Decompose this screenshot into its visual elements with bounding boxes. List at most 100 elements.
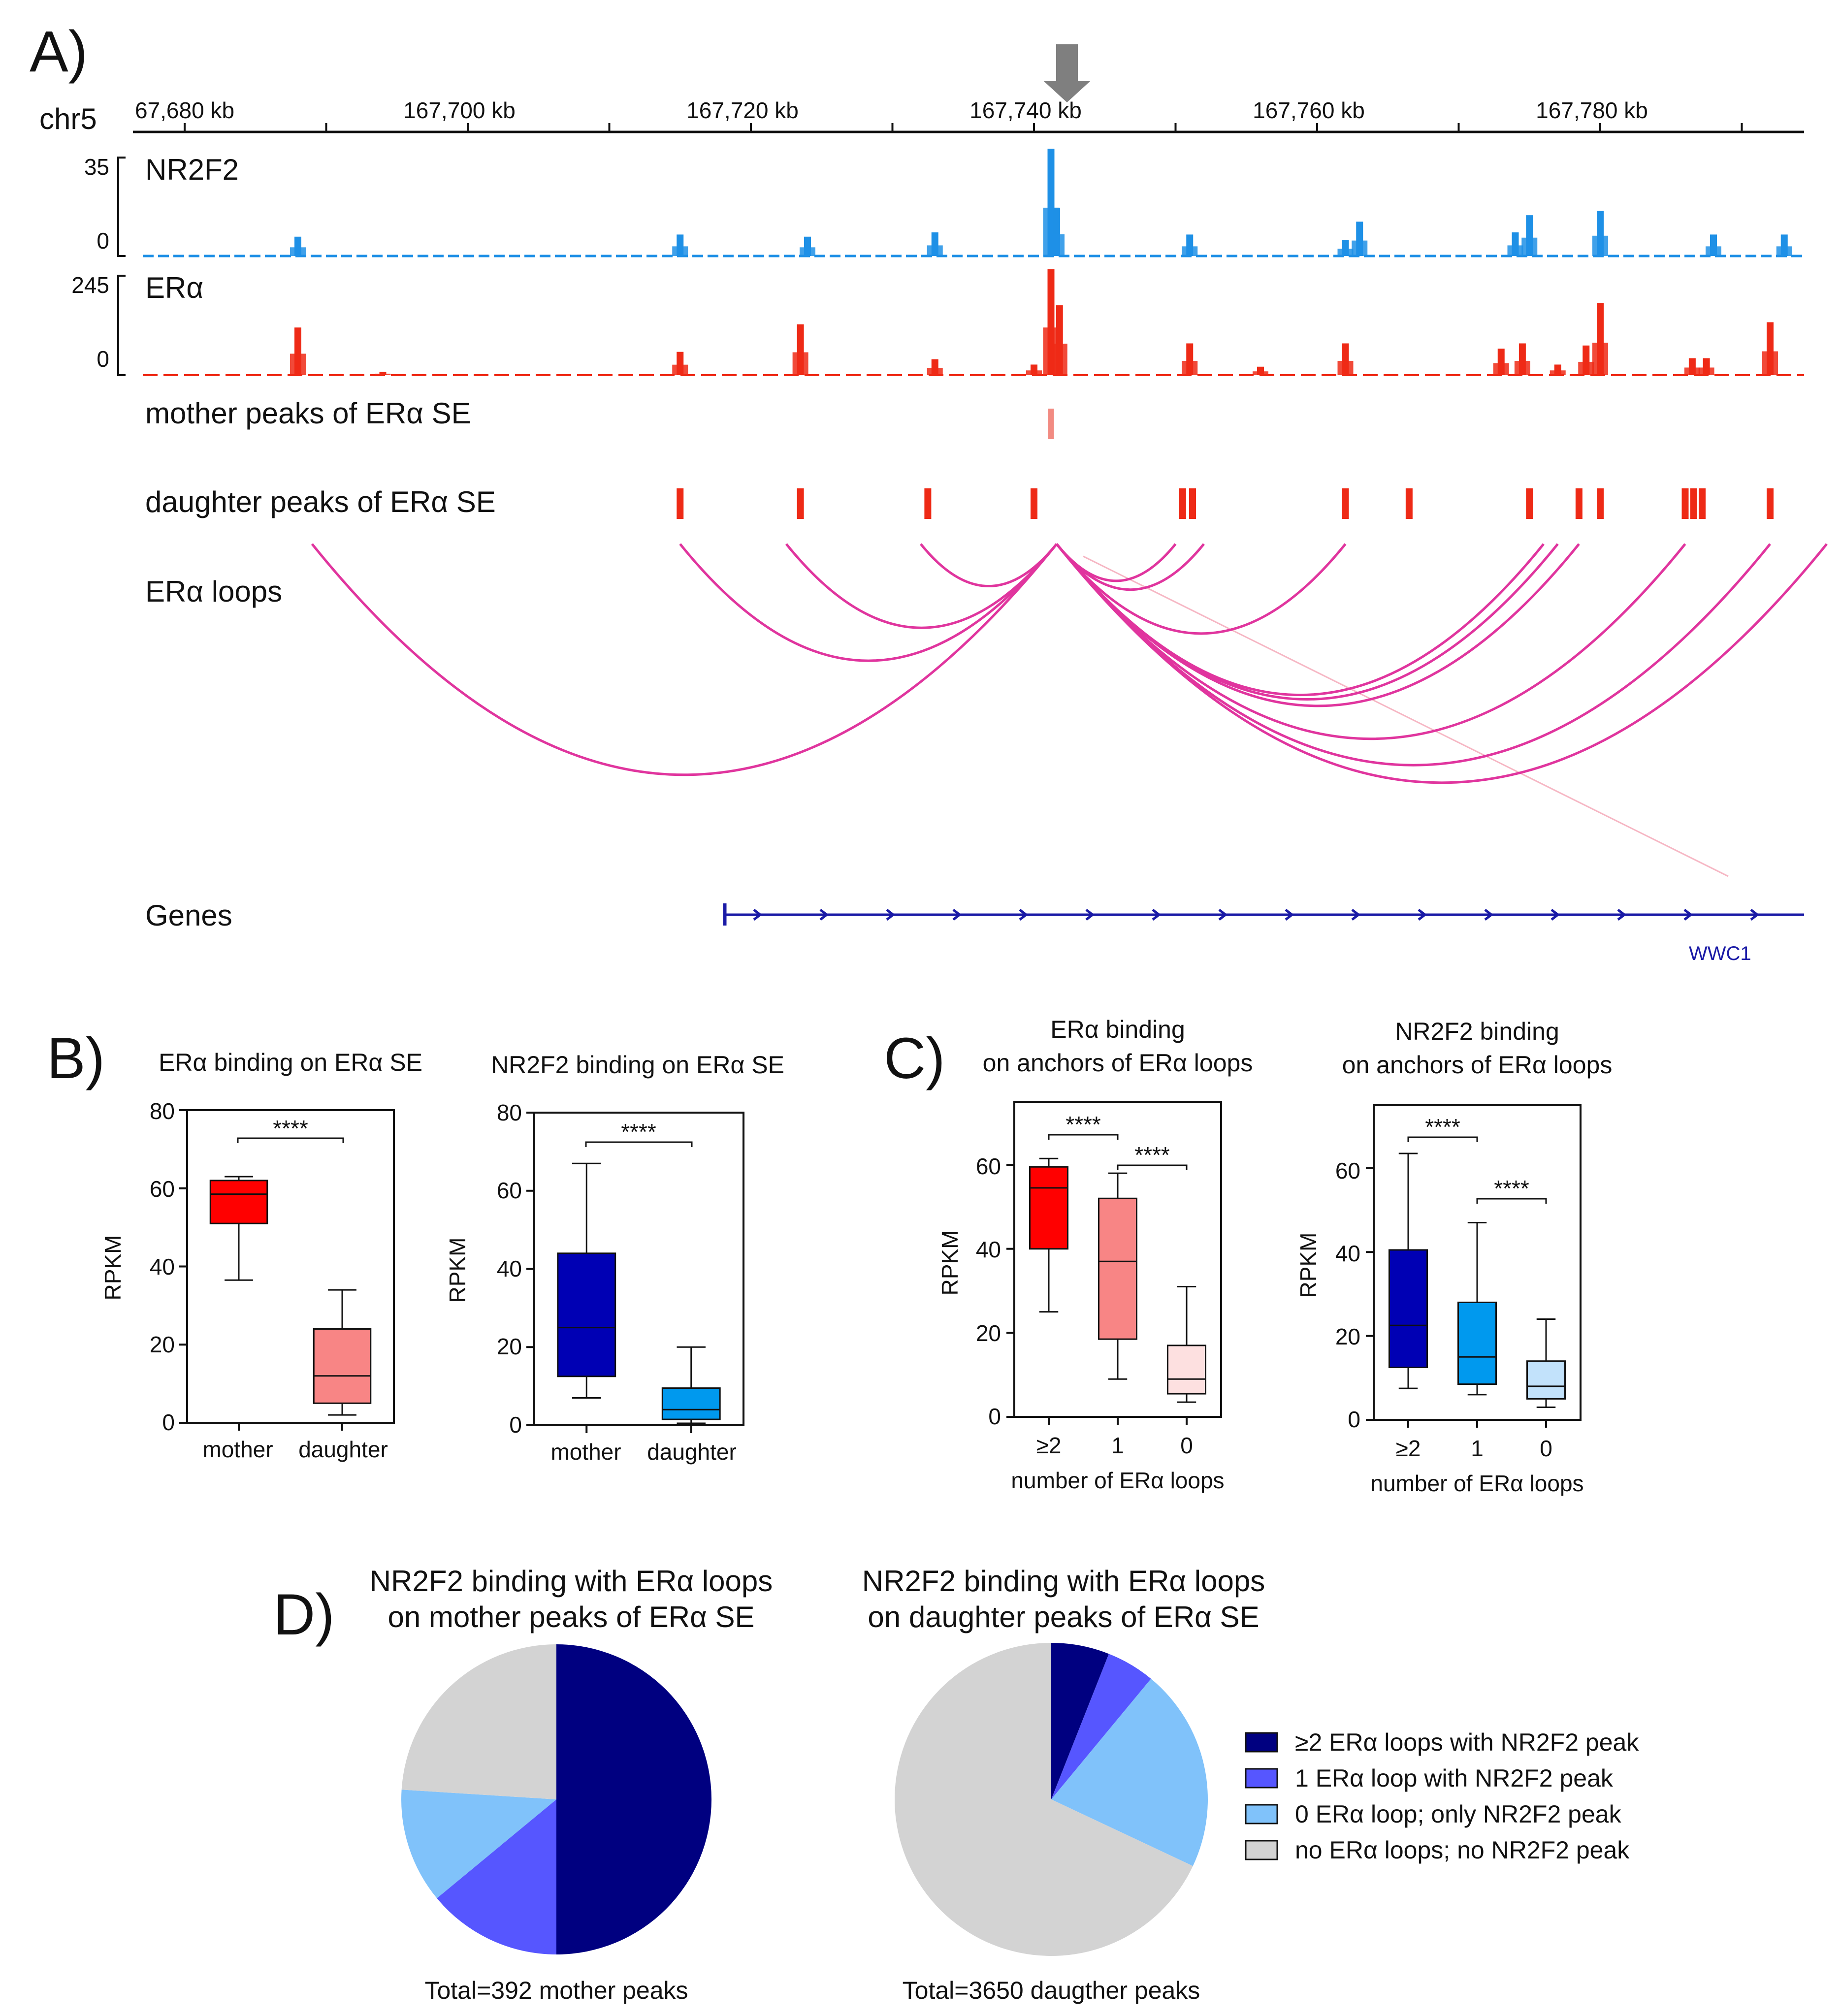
- legend-swatch: [1245, 1804, 1278, 1824]
- legend-swatch: [1245, 1768, 1278, 1789]
- panel-d-letter: D): [273, 1582, 335, 1647]
- box-iqr: [1029, 1166, 1068, 1250]
- daughter-peak: [1189, 488, 1196, 519]
- loop-arc: [1056, 543, 1580, 707]
- boxplot-nr2f2-on-se: NR2F2 binding on ERα SE RPKM 0 20 40 60 …: [445, 1051, 784, 1465]
- signal-peak-shoulder: [1521, 237, 1538, 256]
- gene-strand-arrow: [1550, 909, 1560, 921]
- panel-a-letter: A): [30, 19, 88, 84]
- significance-label: ****: [1134, 1142, 1170, 1168]
- pie-total: Total=3650 daugther peaks: [903, 1977, 1200, 2004]
- significance-label: ****: [1425, 1114, 1460, 1140]
- gene-strand-arrow: [1351, 909, 1361, 921]
- signal-peak-shoulder: [672, 364, 688, 375]
- era-track-max: 245: [71, 272, 109, 298]
- box-iqr: [1098, 1197, 1137, 1340]
- gene-strand-arrow: [819, 909, 829, 921]
- daughter-peaks-track: [677, 488, 1774, 519]
- plot-title: ERα binding on ERα SE: [159, 1049, 422, 1076]
- nr2f2-track-max: 35: [84, 154, 109, 180]
- panel-c-letter: C): [884, 1026, 945, 1091]
- y-tick-label: 60: [497, 1178, 522, 1203]
- daughter-peak: [797, 488, 804, 519]
- plot-title-line1: ERα binding: [1050, 1016, 1185, 1043]
- y-tick-label: 0: [162, 1409, 175, 1435]
- era-track-label: ERα: [145, 271, 203, 304]
- y-axis-label: RPKM: [937, 1230, 963, 1296]
- signal-peak-shoulder: [375, 374, 391, 375]
- x-tick-label: daughter: [298, 1437, 388, 1462]
- y-axis-label: RPKM: [100, 1235, 126, 1301]
- signal-peak-shoulder: [1706, 246, 1721, 256]
- pie-title-line1: NR2F2 binding with ERα loops: [862, 1565, 1265, 1598]
- significance-bracket: [585, 1141, 693, 1147]
- signal-peak-shoulder: [927, 368, 943, 375]
- x-tick-label: ≥2: [1396, 1436, 1421, 1461]
- signal-peak-shoulder: [1182, 246, 1198, 256]
- legend-entry: no ERα loops; no NR2F2 peak: [1295, 1836, 1630, 1864]
- ruler-tick-label: 67,680 kb: [135, 97, 234, 123]
- nr2f2-track: 35 0 NR2F2: [84, 149, 1804, 257]
- ruler-tick-label: 167,760 kb: [1253, 97, 1365, 123]
- plot-title: NR2F2 binding on ERα SE: [491, 1051, 784, 1079]
- pie-legend: ≥2 ERα loops with NR2F2 peak 1 ERα loop …: [1245, 1728, 1639, 1864]
- significance-bracket: [1407, 1136, 1478, 1142]
- signal-peak-shoulder: [1592, 343, 1608, 375]
- gene-strand-arrow: [1019, 909, 1029, 921]
- box-iqr: [209, 1180, 268, 1224]
- x-tick-label: mother: [202, 1437, 273, 1462]
- signal-peak-shoulder: [1026, 370, 1042, 375]
- daughter-peak: [1681, 488, 1689, 519]
- y-tick-label: 60: [1335, 1158, 1360, 1184]
- loop-arc: [920, 543, 1058, 588]
- legend-swatch: [1245, 1840, 1278, 1860]
- y-tick-label: 20: [497, 1334, 522, 1359]
- y-tick-label: 0: [509, 1412, 522, 1438]
- x-tick-label: 1: [1471, 1436, 1484, 1461]
- box-iqr: [1526, 1360, 1566, 1400]
- loop-arc: [1056, 543, 1347, 635]
- y-tick-label: 40: [150, 1254, 175, 1280]
- signal-peak-shoulder: [290, 247, 306, 256]
- pie-slice: [1051, 1678, 1208, 1866]
- y-tick-label: 0: [1348, 1407, 1360, 1432]
- significance-bracket: [237, 1137, 344, 1143]
- y-tick-label: 20: [1335, 1324, 1360, 1349]
- gene-name: WWC1: [1689, 943, 1751, 964]
- loop-arc: [1056, 543, 1686, 740]
- significance-bracket: [1048, 1134, 1119, 1140]
- daughter-peak: [1526, 488, 1533, 519]
- signal-peak-shoulder: [927, 245, 943, 256]
- ruler-tick-label: 167,780 kb: [1536, 97, 1648, 123]
- boxplot-era-on-se: ERα binding on ERα SE RPKM 0 20 40 60 80…: [100, 1049, 422, 1462]
- era-loops-track: [311, 543, 1828, 877]
- x-tick-label: mother: [550, 1439, 621, 1465]
- significance-bracket: [1476, 1198, 1547, 1204]
- y-tick-label: 80: [497, 1100, 522, 1125]
- pie-daughter-peaks: NR2F2 binding with ERα loops on daughter…: [862, 1565, 1265, 2004]
- daughter-peak: [1575, 488, 1583, 519]
- nr2f2-track-min: 0: [97, 228, 109, 254]
- plot-title-line2: on anchors of ERα loops: [983, 1049, 1253, 1077]
- significance-label: ****: [1066, 1112, 1101, 1137]
- box-iqr: [1457, 1301, 1497, 1385]
- box-iqr: [1389, 1249, 1428, 1368]
- ruler-tick-label: 167,700 kb: [403, 97, 516, 123]
- legend-entry: 0 ERα loop; only NR2F2 peak: [1295, 1800, 1622, 1828]
- x-tick-label: 0: [1180, 1433, 1193, 1458]
- signal-peak-shoulder: [1337, 360, 1354, 375]
- signal-peak-shoulder: [1352, 240, 1368, 256]
- signal-peak-shoulder: [1253, 371, 1268, 375]
- signal-peak-shoulder: [1550, 370, 1566, 375]
- pie-total: Total=392 mother peaks: [424, 1977, 688, 2004]
- signal-peak-shoulder: [1698, 367, 1714, 375]
- daughter-peak: [1767, 488, 1774, 519]
- significance-label: ****: [273, 1116, 308, 1141]
- legend-entry: 1 ERα loop with NR2F2 peak: [1295, 1764, 1614, 1792]
- arrow-down-icon: [1044, 44, 1090, 102]
- ruler-tick-label: 167,740 kb: [969, 97, 1082, 123]
- mother-peak: [1048, 409, 1054, 439]
- y-tick-label: 60: [976, 1153, 1001, 1179]
- y-tick-label: 20: [976, 1320, 1001, 1346]
